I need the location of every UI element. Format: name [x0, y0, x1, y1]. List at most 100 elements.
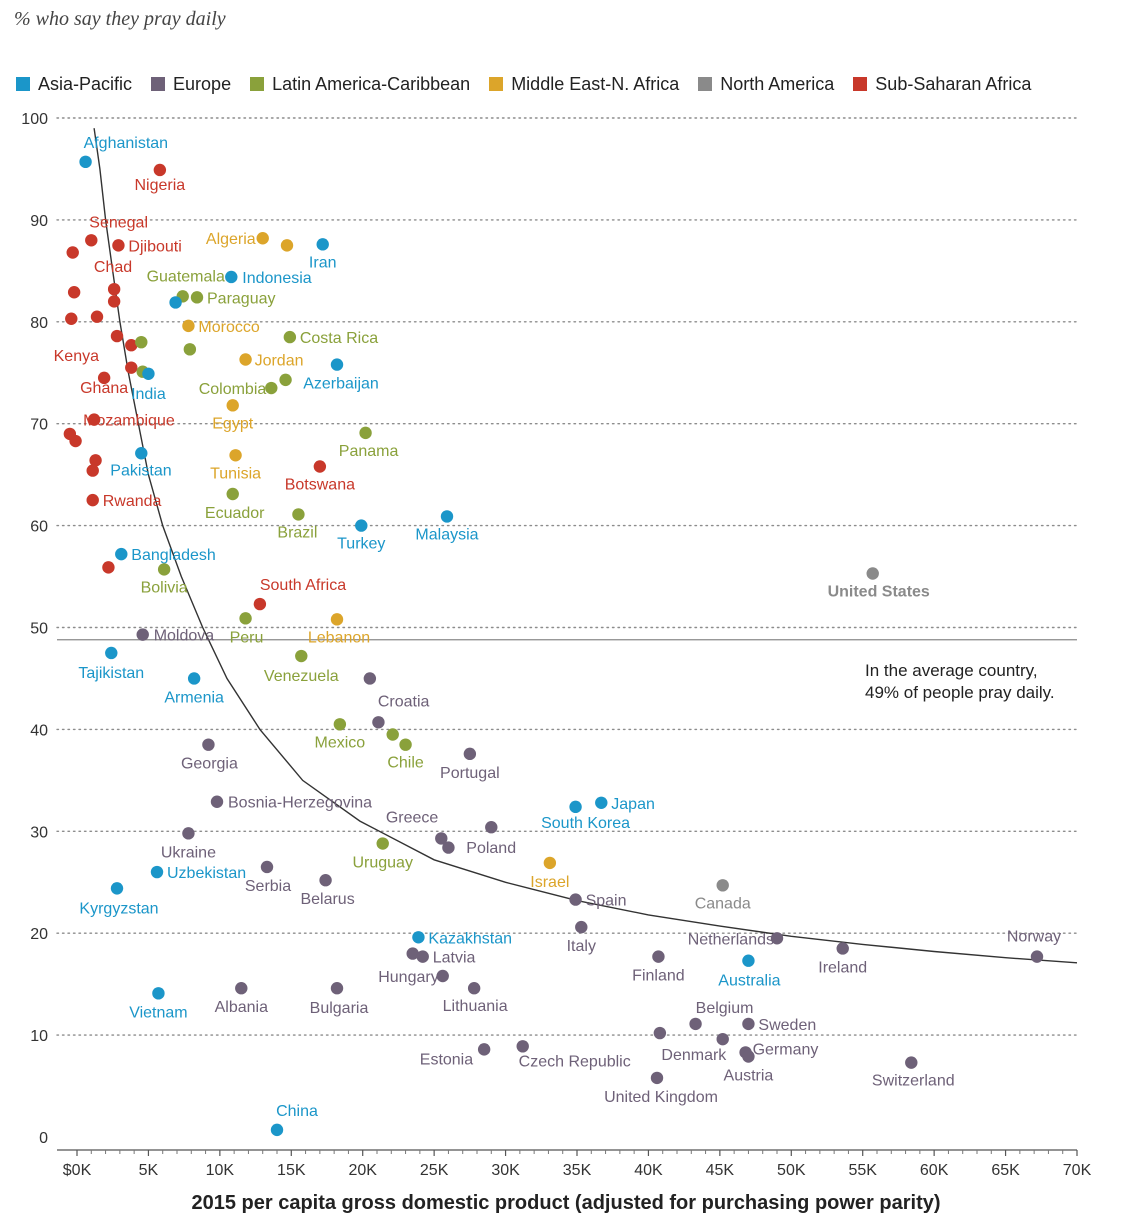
- data-point: [386, 728, 399, 741]
- data-point: [86, 464, 99, 477]
- legend-label: Asia-Pacific: [38, 73, 133, 94]
- data-point-label: Estonia: [420, 1051, 473, 1068]
- x-tick-label: $0K: [63, 1162, 92, 1179]
- data-point-label: Malaysia: [415, 526, 478, 543]
- data-point-label: Belgium: [696, 1000, 754, 1017]
- data-point-label: Italy: [567, 938, 596, 955]
- average-annotation: In the average country, 49% of people pr…: [865, 660, 1055, 704]
- data-point-label: Venezuela: [264, 668, 339, 685]
- data-point-label: Czech Republic: [519, 1053, 631, 1070]
- x-tick-label: 20K: [348, 1162, 377, 1179]
- data-point-label: Egypt: [212, 415, 253, 432]
- data-point: [313, 460, 327, 473]
- legend-swatch: [698, 77, 713, 91]
- data-point: [239, 612, 252, 625]
- legend-swatch: [489, 77, 504, 91]
- data-point: [169, 296, 182, 309]
- x-tick-label: 40K: [634, 1162, 663, 1179]
- data-point-label: Afghanistan: [84, 135, 169, 152]
- data-point: [107, 282, 121, 296]
- data-point: [136, 628, 149, 641]
- data-point-label: Senegal: [89, 214, 148, 231]
- y-tick-label: 70: [30, 417, 48, 434]
- data-point: [575, 920, 588, 934]
- data-point: [477, 1043, 491, 1056]
- average-annotation-line-2: 49% of people pray daily.: [865, 683, 1055, 702]
- data-point: [66, 246, 79, 259]
- data-point: [190, 291, 204, 304]
- data-point: [412, 931, 425, 944]
- x-tick-label: 45K: [706, 1162, 735, 1179]
- data-point: [239, 353, 252, 366]
- data-point-label: Austria: [724, 1067, 774, 1084]
- data-point: [653, 1026, 667, 1040]
- y-tick-label: 30: [30, 824, 48, 841]
- data-point: [280, 239, 294, 252]
- data-point-label: Poland: [466, 840, 516, 857]
- data-point: [372, 716, 385, 729]
- legend-item-sub-saharan-africa: Sub-Saharan Africa: [853, 74, 1031, 95]
- data-point-label: Armenia: [164, 689, 224, 706]
- data-point: [112, 239, 125, 252]
- legend-item-asia-pacific: Asia-Pacific: [16, 74, 132, 95]
- data-point: [316, 238, 329, 251]
- data-point: [79, 155, 92, 169]
- data-point: [152, 987, 165, 1000]
- data-point: [359, 426, 372, 440]
- data-point-label: Albania: [215, 999, 268, 1016]
- data-point: [742, 1017, 755, 1031]
- data-point-label: Hungary: [378, 969, 438, 986]
- data-point: [135, 447, 148, 460]
- data-point: [183, 343, 197, 356]
- data-point-label: South Korea: [541, 815, 630, 832]
- x-axis-title: 2015 per capita gross domestic product (…: [191, 1192, 941, 1214]
- data-point: [110, 329, 124, 343]
- data-point-label: Japan: [611, 796, 655, 813]
- data-point: [543, 856, 557, 870]
- data-point: [182, 827, 195, 840]
- average-annotation-line-1: In the average country,: [865, 661, 1038, 680]
- legend-swatch: [16, 77, 30, 91]
- data-point-label: Germany: [753, 1041, 819, 1058]
- data-point: [110, 882, 124, 895]
- data-point: [210, 795, 224, 808]
- data-point-label: Iran: [309, 254, 337, 271]
- x-tick-label: 60K: [920, 1162, 949, 1179]
- data-point-label: Netherlands: [688, 931, 774, 948]
- legend-item-latin-america-caribbean: Latin America-Caribbean: [250, 74, 470, 95]
- data-point-label: Ireland: [818, 959, 867, 976]
- data-point: [436, 969, 449, 983]
- legend-item-north-america: North America: [698, 74, 834, 95]
- data-point-label: Georgia: [181, 756, 238, 773]
- data-point-label: Croatia: [378, 693, 430, 710]
- data-point: [97, 371, 111, 385]
- data-point: [107, 295, 121, 308]
- data-point: [102, 561, 115, 574]
- data-point: [67, 286, 81, 299]
- data-point: [406, 947, 419, 960]
- data-point: [125, 361, 138, 374]
- data-point-label: United Kingdom: [604, 1089, 718, 1106]
- data-point: [105, 646, 118, 660]
- y-tick-label: 80: [30, 315, 48, 332]
- data-point: [770, 932, 784, 945]
- y-tick-label: 40: [30, 722, 48, 739]
- data-point-label: Norway: [1007, 929, 1061, 946]
- data-point-label: Kazakhstan: [428, 930, 512, 947]
- x-tick-label: 35K: [563, 1162, 592, 1179]
- x-tick-label: 65K: [991, 1162, 1020, 1179]
- data-point: [569, 893, 582, 906]
- data-point: [399, 738, 412, 751]
- data-point: [86, 493, 99, 507]
- data-point: [742, 954, 755, 967]
- data-point: [135, 335, 148, 349]
- data-point: [376, 837, 389, 850]
- data-point-label: Costa Rica: [300, 330, 378, 347]
- data-point: [467, 982, 481, 995]
- data-point-label: Spain: [586, 893, 627, 910]
- data-point-label: United States: [828, 583, 930, 600]
- data-point-label: Bulgaria: [310, 1000, 369, 1017]
- y-tick-label: 100: [21, 111, 48, 128]
- legend-label: Sub-Saharan Africa: [875, 73, 1032, 94]
